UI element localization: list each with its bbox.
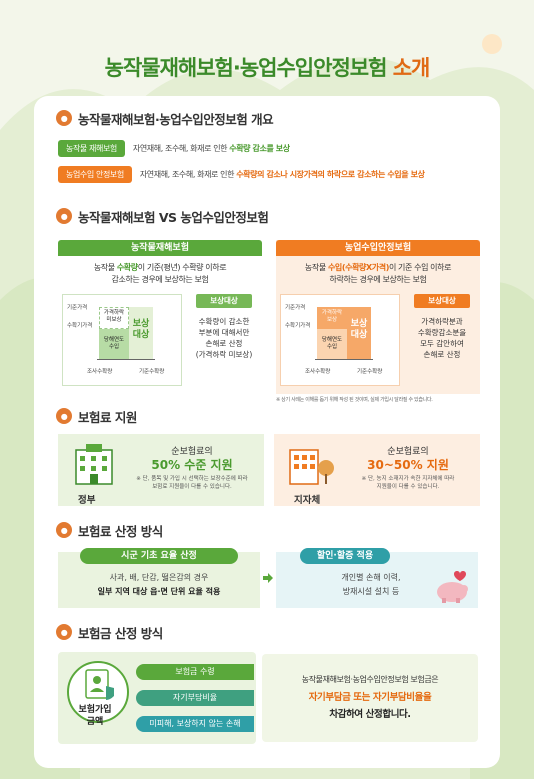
payout-receive-pill: 보험금 수령 xyxy=(136,664,254,680)
section-bullet-icon: ● xyxy=(56,110,72,126)
compare-crop-header: 농작물재해보험 xyxy=(58,240,262,256)
section-overview-heading: ● 농작물재해보험·농업수입안정보험 개요 xyxy=(56,108,274,128)
government-building-icon xyxy=(75,444,113,485)
compare-income-header: 농업수입안정보험 xyxy=(276,240,480,256)
premium-gov-panel: 순보험료의 50% 수준 지원 ※ 단, 품목 및 가입 시 선택하는 보장수준… xyxy=(58,434,264,506)
calc-base-rate-panel: 시군 기초 요율 산정 사과, 배, 단감, 떫은감의 경우 일부 지역 대상 … xyxy=(58,548,260,608)
section-bullet-icon: ● xyxy=(56,208,72,224)
premium-gov-amount: 50% 수준 지원 xyxy=(151,458,233,472)
compare-income-desc: 농작물 수입(수확량X가격)이 기준 수입 이하로 하락하는 경우에 보상하는 … xyxy=(304,263,452,284)
section-bullet-icon: ● xyxy=(56,624,72,640)
calc-base-rate-pill: 시군 기초 요율 산정 xyxy=(80,548,238,564)
page-title: 농작물재해보험·농업수입안정보험 소개 xyxy=(104,56,431,80)
section-calc-heading: ● 보험료 산정 방식 xyxy=(56,520,163,540)
overview-income-row: 농업수입 안정보험 자연재해, 조수해, 화재로 인한 수확량의 감소나 시장가… xyxy=(58,166,425,183)
calc-discount-pill: 할인·할증 적용 xyxy=(300,548,390,564)
compare-footnote: ※ 상기 사례는 이해를 돕기 위해 작성 된 것이며, 실제 가입시 달라질 … xyxy=(276,397,433,403)
compare-income-diagram: 기준가격 수확기가격 가격하락 보상 당해연도 수입 보상 대상 조사수확량 기… xyxy=(280,294,400,386)
payout-excluded-pill: 미피해, 보상하지 않는 손해 xyxy=(136,716,254,732)
piggy-bank-icon xyxy=(437,571,468,603)
section-bullet-icon: ● xyxy=(56,408,72,424)
income-insurance-tag: 농업수입 안정보험 xyxy=(58,166,132,183)
calc-discount-panel: 할인·할증 적용 개인별 손해 이력, 방재시설 설치 등 xyxy=(276,548,478,608)
premium-local-panel: 순보험료의 30~50% 지원 ※ 단, 농지 소재지가 속한 지자체에 따라 … xyxy=(274,434,480,506)
compare-income-panel: 농업수입안정보험 농작물 수입(수확량X가격)이 기준 수입 이하로 하락하는 … xyxy=(276,240,480,394)
section-payout-heading: ● 보험금 산정 방식 xyxy=(56,622,163,642)
section-vs-heading: ● 농작물재해보험 VS 농업수입안정보험 xyxy=(56,206,269,226)
section-bullet-icon: ● xyxy=(56,522,72,538)
payout-description-panel: 농작물재해보험·농업수입안정보험 보험금은 자기부담금 또는 자기부담비율을 차… xyxy=(262,654,478,742)
compare-crop-panel: 농작물재해보험 농작물 수확량이 기준(평년) 수확량 이하로 감소하는 경우에… xyxy=(58,240,262,394)
compare-income-side: 보상대상 가격하락분과 수확량감소분을 모두 감안하여 손해로 산정 xyxy=(404,294,476,386)
compare-crop-side: 보상대상 수확량이 감소한 부분에 대해서만 손해로 산정 (가격하락 미보상) xyxy=(195,294,253,359)
payout-self-rate-pill: 자기부담비율 xyxy=(136,690,254,706)
premium-local-amount: 30~50% 지원 xyxy=(367,458,449,472)
insured-person-icon xyxy=(67,661,129,723)
premium-local-label: 지자체 xyxy=(294,495,321,506)
compare-crop-pill: 보상대상 xyxy=(196,294,252,308)
payout-insured-amount-label: 보험가입 금액 xyxy=(78,705,112,727)
arrow-right-icon xyxy=(263,573,273,583)
overview-crop-row: 농작물 재해보험 자연재해, 조수해, 화재로 인한 수확량 감소를 보상 xyxy=(58,140,290,157)
compare-crop-desc: 농작물 수확량이 기준(평년) 수확량 이하로 감소하는 경우에 보상하는 보험 xyxy=(93,263,227,284)
compare-income-pill: 보상대상 xyxy=(414,294,470,308)
local-government-building-icon xyxy=(289,449,334,485)
section-premium-heading: ● 보험료 지원 xyxy=(56,406,137,426)
premium-gov-label: 정부 xyxy=(78,495,96,506)
crop-insurance-tag: 농작물 재해보험 xyxy=(58,140,125,157)
compare-crop-diagram: 기준가격 수확기가격 가격하락 미보상 당해연도 수입 보상 대상 조사수확량 … xyxy=(62,294,182,386)
